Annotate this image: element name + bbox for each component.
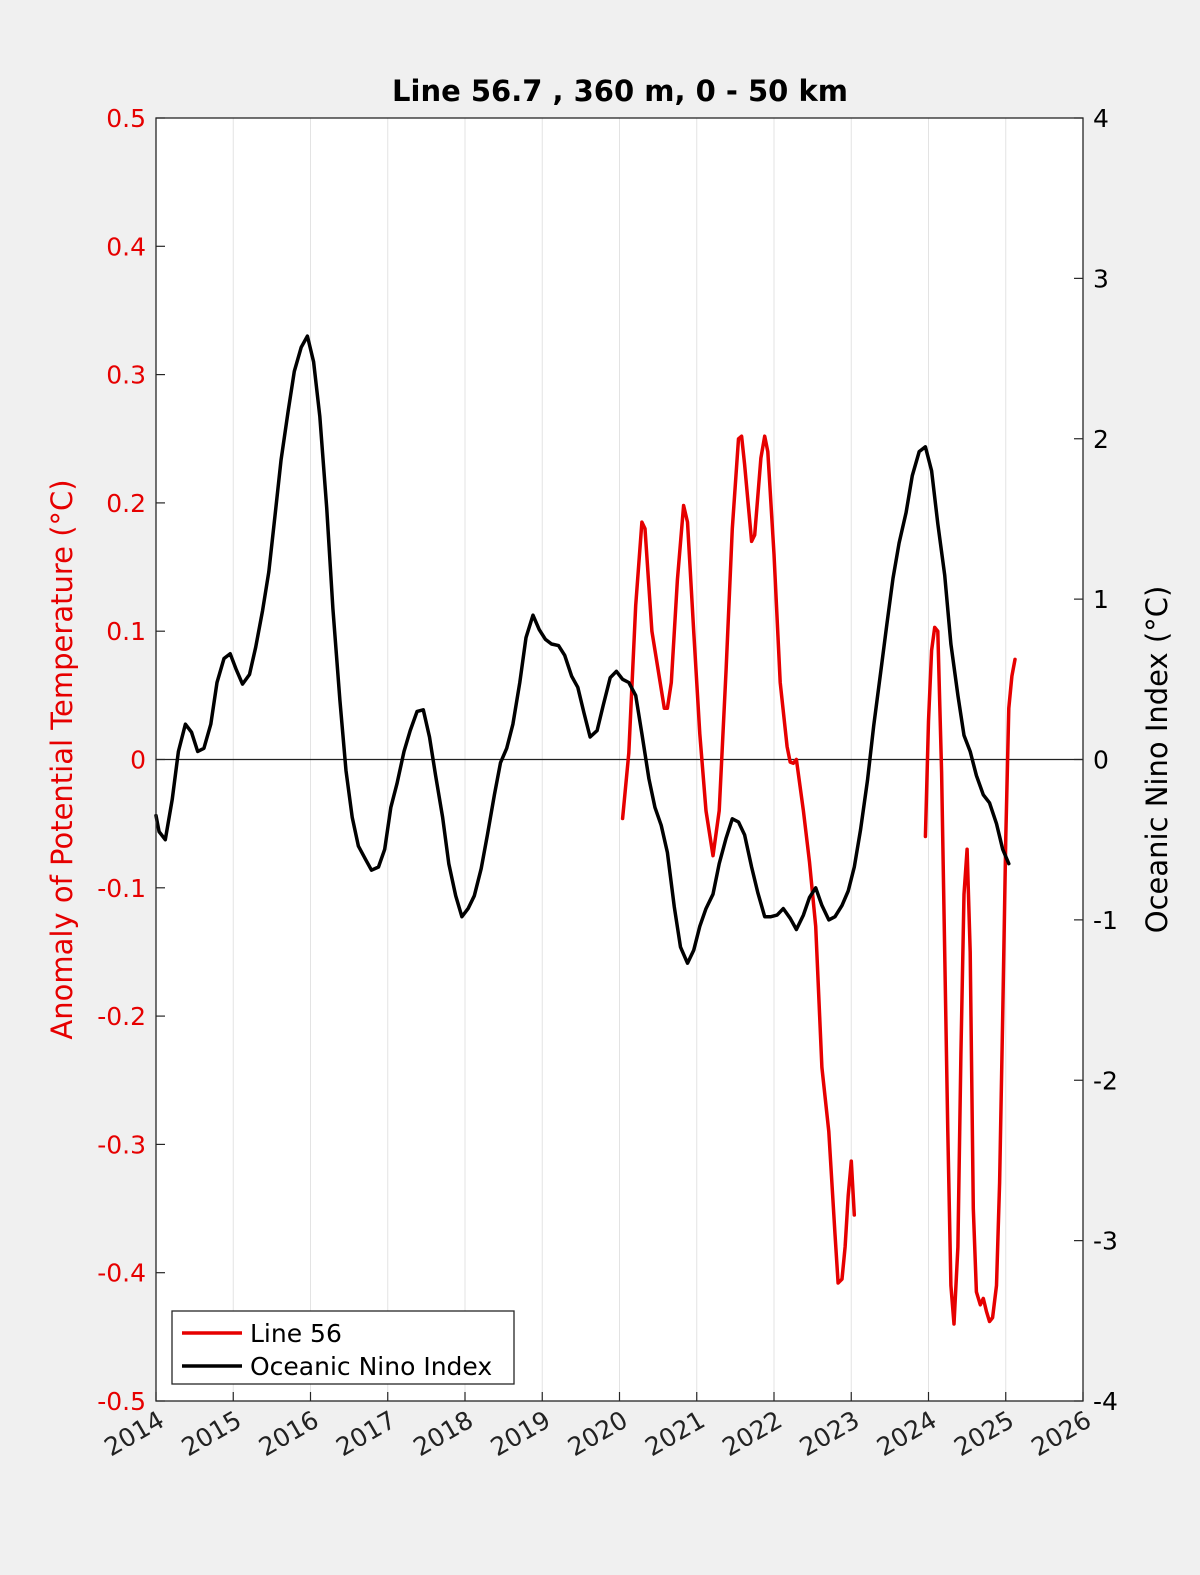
y-tick-label-left: -0.5	[97, 1387, 146, 1416]
legend-box	[171, 1310, 515, 1385]
y-tick-label-left: 0	[130, 746, 146, 775]
series-layer	[154, 334, 1017, 1326]
y-tick-label-right: -3	[1093, 1227, 1118, 1256]
series-oni-line	[154, 334, 1011, 965]
y-tick-label-left: -0.2	[97, 1002, 146, 1031]
y-tick-label-right: 1	[1093, 585, 1109, 614]
series-line56-segment-1	[620, 434, 857, 1285]
legend-label-line56: Line 56	[250, 1319, 342, 1348]
y-tick-label-right: -2	[1093, 1066, 1118, 1095]
y-tick-label-left: -0.1	[97, 874, 146, 903]
series-line56-segment-2	[923, 625, 1017, 1326]
y-tick-label-left: 0.4	[106, 232, 146, 261]
y-tick-label-right: 2	[1093, 425, 1109, 454]
y-tick-label-right: 3	[1093, 264, 1109, 293]
y-tick-label-left: -0.3	[97, 1130, 146, 1159]
y-axis-label-left: Anomaly of Potential Temperature (°C)	[45, 479, 79, 1039]
y-tick-label-right: -1	[1093, 906, 1118, 935]
y-tick-label-left: 0.5	[106, 104, 146, 133]
chart-title: Line 56.7 , 360 m, 0 - 50 km	[392, 74, 848, 108]
y-tick-label-left: -0.4	[97, 1259, 146, 1288]
legend: Line 56 Oceanic Nino Index	[171, 1310, 515, 1385]
y-tick-label-right: -4	[1093, 1387, 1118, 1416]
y-tick-label-left: 0.2	[106, 489, 146, 518]
y-tick-label-right: 0	[1093, 746, 1109, 775]
legend-label-oni: Oceanic Nino Index	[250, 1352, 492, 1381]
y-tick-label-left: 0.1	[106, 617, 146, 646]
y-axis-label-right: Oceanic Nino Index (°C)	[1140, 586, 1174, 934]
y-tick-label-left: 0.3	[106, 361, 146, 390]
y-tick-label-right: 4	[1093, 104, 1109, 133]
